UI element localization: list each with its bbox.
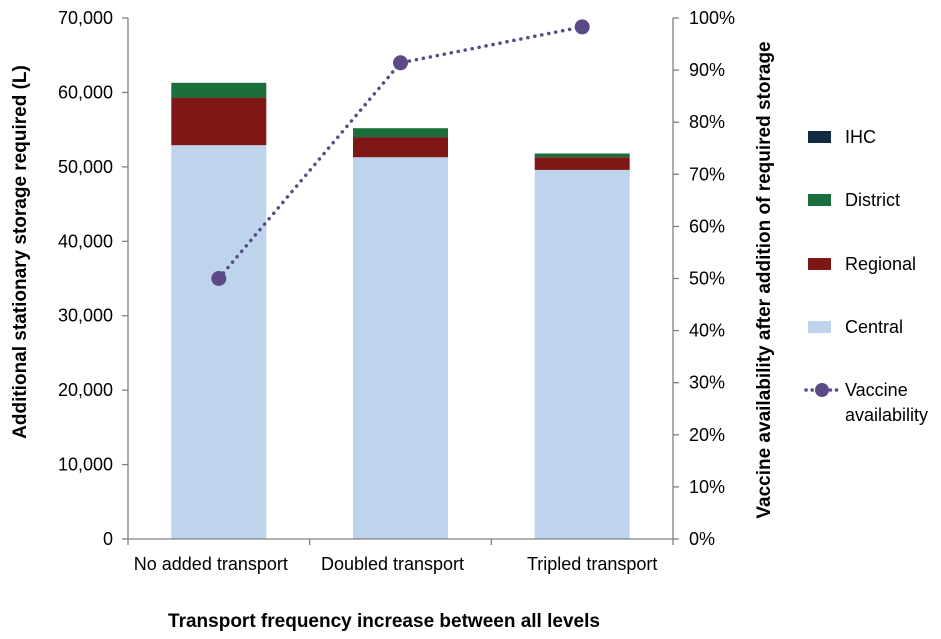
x-tick-label: No added transport (134, 554, 288, 574)
y2-tick-label: 80% (689, 112, 725, 132)
availability-point-1 (393, 55, 408, 71)
y2-tick-label: 100% (689, 8, 735, 28)
y-tick-label: 30,000 (58, 306, 113, 326)
availability-line (217, 25, 584, 281)
bar-central-0 (171, 145, 267, 540)
legend-label-central: Central (845, 317, 903, 337)
y-tick-label: 10,000 (58, 455, 113, 475)
y2-tick-label: 20% (689, 425, 725, 445)
legend-label-regional: Regional (845, 254, 916, 274)
bar-district-0 (171, 82, 267, 98)
bar-central-1 (353, 157, 448, 539)
x-tick-label: Tripled transport (527, 554, 657, 574)
y2-tick-label: 90% (689, 60, 725, 80)
bar-regional-2 (534, 157, 630, 170)
y2-tick-label: 70% (689, 164, 725, 184)
y-tick-label: 50,000 (58, 157, 113, 177)
bar-district-2 (534, 153, 630, 158)
y-tick-label: 70,000 (58, 8, 113, 28)
y-tick-label: 20,000 (58, 380, 113, 400)
y2-tick-label: 50% (689, 269, 725, 289)
y-tick-label: 0 (103, 529, 113, 549)
legend-swatch-regional (808, 258, 831, 270)
bars-layer (171, 82, 630, 540)
y-tick-label: 40,000 (58, 231, 113, 251)
y2-tick-label: 30% (689, 373, 725, 393)
x-tick-label: Doubled transport (321, 554, 464, 574)
bar-central-2 (534, 169, 630, 540)
y2-axis-title: Vaccine availability after addition of r… (754, 41, 775, 518)
y2-tick-label: 10% (689, 477, 725, 497)
availability-point-0 (211, 271, 227, 286)
legend-label-district: District (845, 190, 900, 210)
line-layer (211, 19, 590, 286)
legend-label-vaccine-availability-line1: Vaccine (845, 380, 908, 400)
legend-swatch-ihc (808, 131, 831, 143)
legend-swatch-district (808, 194, 831, 206)
x-axis-title: Transport frequency increase between all… (168, 611, 600, 632)
legend-label-vaccine-availability-line2: availability (845, 405, 928, 425)
axes-layer: 0 10,000 20,000 30,000 40,000 50,000 60,000 70,… (58, 8, 735, 574)
y2-tick-label: 0% (689, 529, 715, 549)
bar-regional-0 (171, 97, 267, 146)
y2-tick-label: 60% (689, 216, 725, 236)
y-axis-title: Additional stationary storage required (… (10, 65, 31, 439)
y-tick-label: 60,000 (58, 82, 113, 102)
legend-swatch-central (808, 321, 831, 333)
legend-label-ihc: IHC (845, 127, 876, 147)
legend-layer: IHC District Regional Central Vaccine availab… (804, 127, 928, 425)
bar-regional-1 (353, 137, 448, 158)
legend-swatch-vaccine-availability-dot (815, 383, 829, 397)
y2-tick-label: 40% (689, 321, 725, 341)
availability-point-2 (574, 19, 590, 35)
bar-district-1 (353, 128, 448, 138)
